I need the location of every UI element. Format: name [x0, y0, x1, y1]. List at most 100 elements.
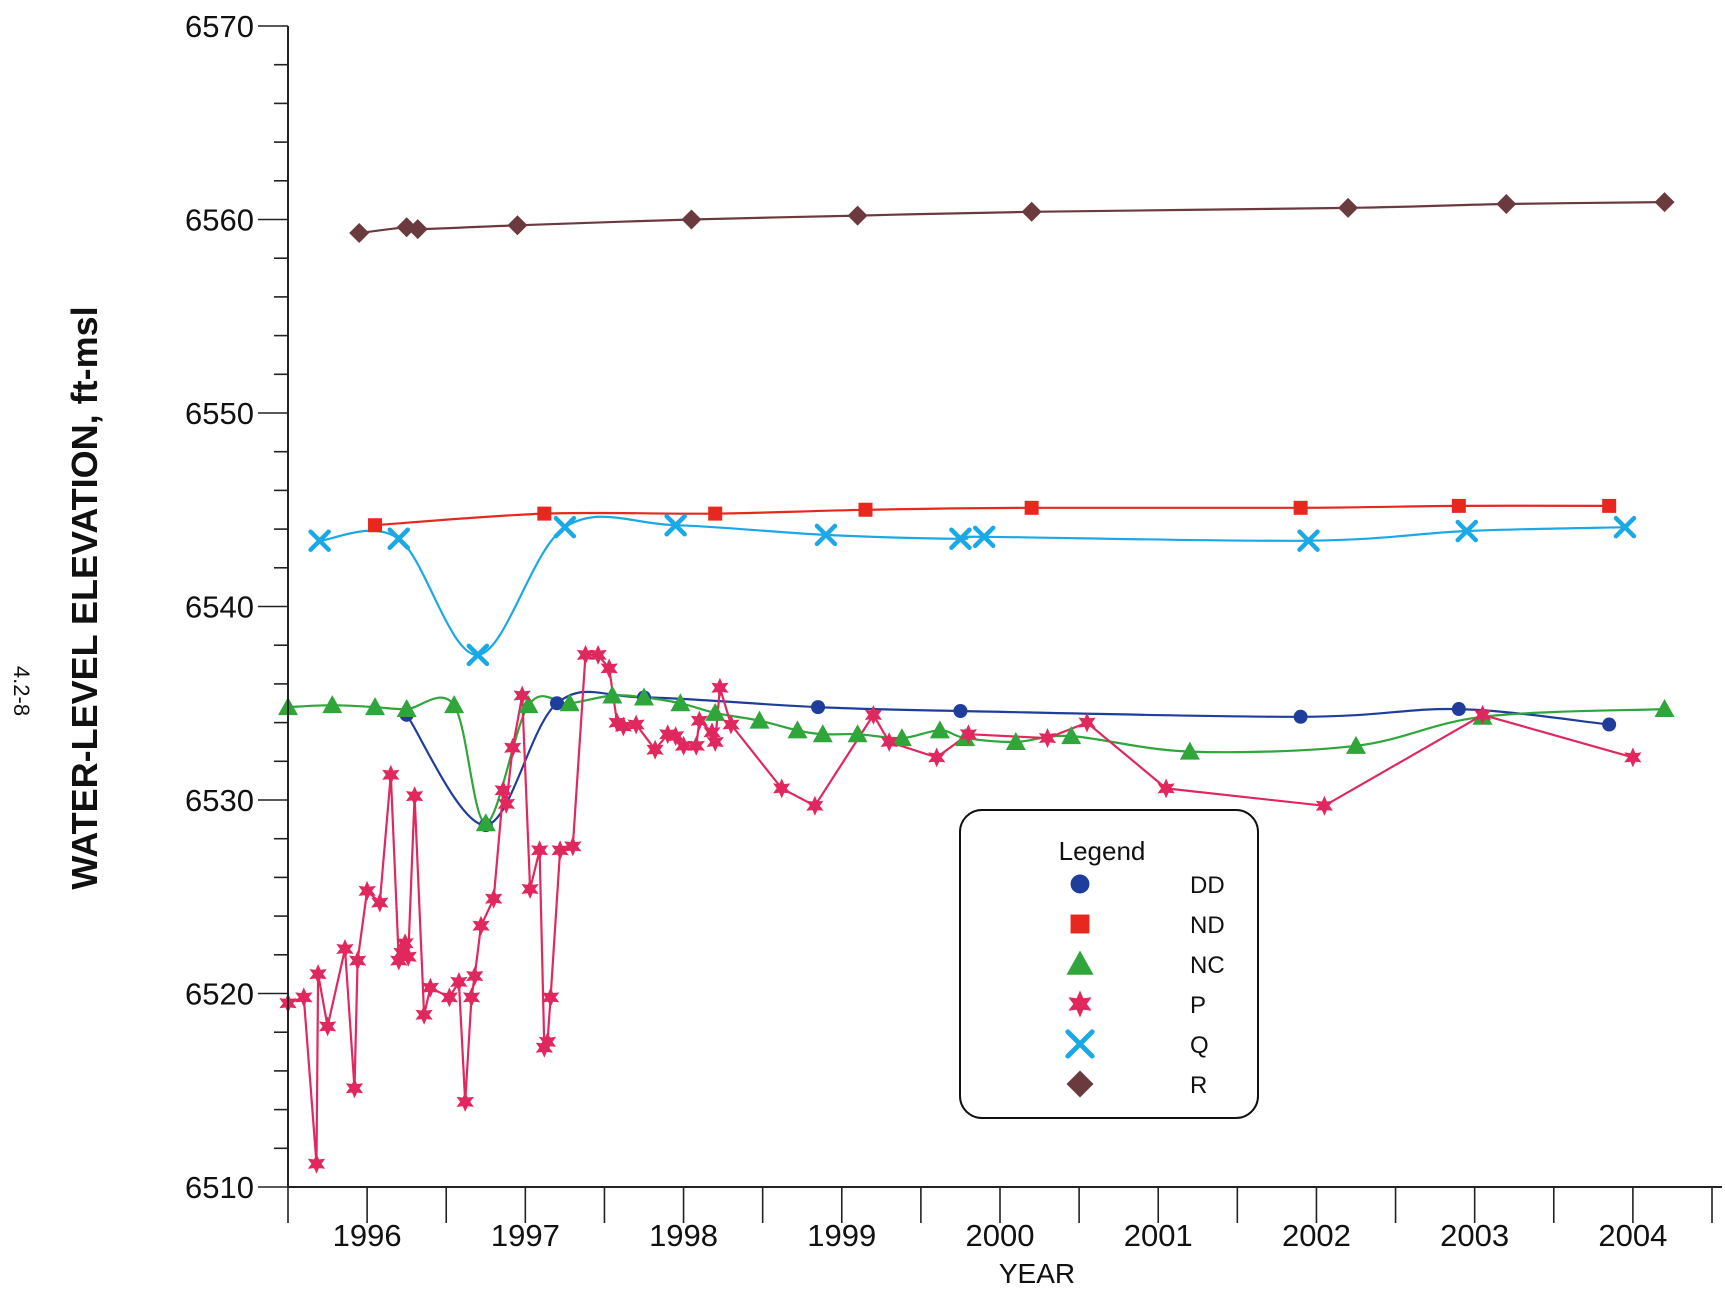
point-p — [706, 732, 724, 752]
point-p — [504, 737, 522, 758]
point-nc — [1346, 735, 1366, 754]
point-r — [1654, 192, 1675, 213]
point-p — [627, 714, 645, 735]
legend-label-nc: NC — [1190, 952, 1225, 979]
point-p — [371, 892, 389, 913]
point-p — [703, 722, 721, 743]
point-nc — [705, 702, 726, 721]
point-nc — [365, 697, 386, 716]
point-nd — [1451, 498, 1466, 513]
x-tick-label: 2003 — [1440, 1218, 1509, 1253]
x-tick-label: 2002 — [1282, 1218, 1351, 1253]
point-nc — [929, 720, 950, 739]
point-p — [396, 933, 414, 954]
point-nc — [602, 685, 623, 704]
point-p — [773, 778, 791, 799]
point-p — [614, 716, 633, 737]
point-p — [497, 793, 515, 814]
point-dd — [953, 703, 968, 718]
point-p — [711, 677, 729, 698]
point-p — [542, 987, 560, 1008]
point-p — [880, 732, 898, 752]
legend-marker-dd — [1070, 874, 1090, 894]
point-p — [564, 836, 582, 857]
point-nd — [708, 506, 723, 521]
point-nc — [322, 695, 343, 714]
point-q — [972, 525, 996, 549]
point-nc — [891, 728, 912, 747]
point-p — [485, 888, 503, 909]
point-p — [530, 840, 549, 861]
legend-marker-r — [1066, 1070, 1094, 1098]
point-p — [494, 780, 512, 801]
point-p — [576, 644, 595, 665]
point-p — [1038, 728, 1057, 749]
plot-markers — [278, 192, 1675, 1174]
point-p — [1473, 704, 1492, 725]
point-p — [690, 710, 708, 731]
point-p — [399, 946, 417, 967]
point-nc — [1061, 726, 1082, 745]
legend-label-q: Q — [1190, 1032, 1209, 1059]
point-p — [295, 987, 313, 1008]
point-r — [407, 219, 428, 240]
point-nc — [518, 695, 539, 714]
point-p — [667, 726, 685, 747]
point-q — [1613, 515, 1637, 539]
x-tick-label: 1998 — [649, 1218, 718, 1253]
point-p — [1315, 795, 1333, 816]
legend-label-p: P — [1190, 992, 1206, 1019]
point-nc — [559, 693, 580, 712]
point-nc — [634, 687, 654, 706]
point-p — [1078, 712, 1096, 733]
legend-label-nd: ND — [1190, 912, 1225, 939]
legend-marker-nd — [1070, 914, 1090, 934]
point-nd — [1024, 500, 1039, 515]
point-p — [390, 950, 408, 971]
point-r — [1338, 197, 1359, 218]
y-tick-label: 6510 — [185, 1170, 254, 1205]
point-p — [589, 644, 607, 665]
point-nd — [537, 506, 552, 521]
point-nc — [444, 695, 465, 714]
legend-box — [959, 809, 1259, 1119]
point-p — [1624, 747, 1642, 768]
legend-label-r: R — [1190, 1072, 1207, 1099]
point-p — [358, 880, 376, 901]
point-nc — [812, 724, 833, 743]
point-p — [806, 795, 824, 816]
x-tick-label: 1997 — [491, 1218, 560, 1253]
legend: Legend DD ND NC PQR — [959, 809, 1259, 1119]
point-p — [646, 739, 664, 760]
x-tick-label: 2001 — [1124, 1218, 1193, 1253]
point-q — [814, 523, 838, 547]
point-nd — [1602, 498, 1617, 513]
point-p — [551, 840, 569, 861]
y-tick-label: 6540 — [185, 590, 254, 625]
point-p — [659, 724, 677, 745]
point-p — [336, 939, 354, 959]
point-r — [349, 223, 370, 244]
point-p — [600, 658, 618, 679]
point-p — [687, 735, 705, 756]
point-dd — [1293, 709, 1308, 724]
point-p — [722, 714, 740, 735]
point-nd — [1293, 500, 1308, 515]
x-axis-title: YEAR — [999, 1258, 1075, 1289]
point-p — [521, 879, 539, 899]
y-tick-label: 6530 — [185, 783, 254, 818]
point-q — [387, 527, 411, 551]
point-nc — [787, 720, 808, 739]
point-dd — [1451, 702, 1466, 717]
x-tick-label: 1999 — [807, 1218, 876, 1253]
point-q — [466, 643, 490, 667]
y-tick-label: 6560 — [185, 203, 254, 238]
point-p — [538, 1031, 557, 1052]
y-axis-title: WATER-LEVEL ELEVATION, ft-msl — [64, 306, 105, 889]
point-q — [553, 515, 577, 539]
point-r — [847, 205, 868, 226]
y-tick-label: 6570 — [185, 9, 254, 44]
point-q — [308, 529, 331, 552]
point-nd — [858, 502, 873, 517]
